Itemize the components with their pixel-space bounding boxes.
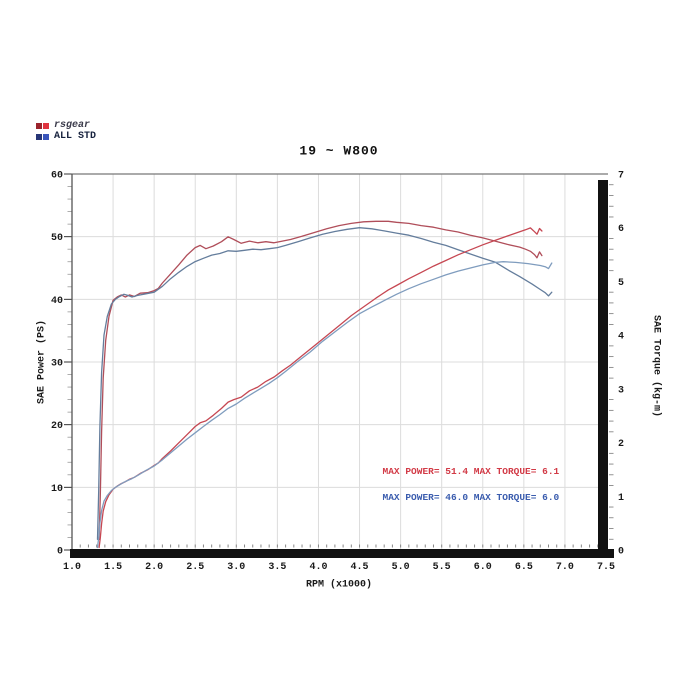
- svg-text:5.5: 5.5: [433, 562, 451, 573]
- series-std-power: [96, 261, 553, 549]
- svg-text:60: 60: [51, 171, 63, 182]
- legend: rsgear ALL STD: [36, 120, 96, 142]
- gridlines: [72, 174, 606, 550]
- svg-text:2: 2: [618, 439, 624, 450]
- svg-text:10: 10: [51, 484, 63, 495]
- svg-text:3: 3: [618, 385, 624, 396]
- all-std-swatch-bright: [43, 133, 49, 140]
- tick-labels: 0 10 20 30 40 50 60 0 1 2 3 4 5 6 7 1.0 1.5 2.0 2.5 3.0 3.5 4…: [51, 171, 624, 574]
- svg-text:7.5: 7.5: [597, 562, 615, 573]
- legend-label-rsgear: rsgear: [54, 119, 91, 131]
- rsgear-swatch-bright: [43, 122, 49, 129]
- svg-text:7: 7: [618, 171, 624, 182]
- svg-text:1: 1: [618, 493, 624, 504]
- series-std-torque: [96, 227, 553, 540]
- rsgear-swatch-dark: [36, 122, 42, 129]
- svg-text:6: 6: [618, 224, 624, 235]
- legend-item-all-std: ALL STD: [36, 131, 96, 142]
- svg-text:20: 20: [51, 421, 63, 432]
- svg-text:2.5: 2.5: [186, 562, 204, 573]
- svg-text:6.5: 6.5: [515, 562, 533, 573]
- y-axis-right-title: SAE Torque (kg-m): [650, 314, 662, 418]
- svg-text:1.0: 1.0: [63, 562, 81, 573]
- svg-text:2.0: 2.0: [145, 562, 163, 573]
- legend-label-all-std: ALL STD: [54, 130, 97, 142]
- legend-item-rsgear: rsgear: [36, 120, 96, 131]
- svg-text:0: 0: [57, 547, 63, 558]
- svg-text:30: 30: [51, 359, 63, 370]
- svg-text:6.0: 6.0: [474, 562, 492, 573]
- svg-text:3.5: 3.5: [268, 562, 286, 573]
- svg-text:4: 4: [618, 332, 624, 343]
- all-std-swatch-dark: [36, 133, 42, 140]
- x-axis-title: RPM (x1000): [305, 579, 373, 591]
- svg-text:MAX POWER= 51.4 MAX TORQUE=: MAX POWER= 51.4 MAX TORQUE= 6.1: [383, 466, 560, 477]
- svg-text:4.5: 4.5: [351, 562, 369, 573]
- svg-text:7.0: 7.0: [556, 562, 574, 573]
- svg-text:4.0: 4.0: [309, 562, 327, 573]
- minor-ticks: [64, 173, 614, 551]
- svg-text:3.0: 3.0: [227, 562, 245, 573]
- chart-title: 19 ~ W800: [299, 143, 379, 159]
- svg-text:40: 40: [51, 296, 63, 307]
- max-value-annotations: MAX POWER= 51.4 MAX TORQUE= 6.1 MAX POWER…: [383, 466, 560, 503]
- plot-frame: [70, 173, 614, 558]
- svg-text:0: 0: [618, 547, 624, 558]
- svg-text:50: 50: [51, 233, 63, 244]
- svg-text:MAX POWER= 46.0 MAX TORQUE=: MAX POWER= 46.0 MAX TORQUE= 6.0: [383, 492, 560, 503]
- y-axis-left-title: SAE Power (PS): [36, 319, 48, 405]
- svg-text:5: 5: [618, 278, 624, 289]
- svg-text:5.0: 5.0: [392, 562, 410, 573]
- svg-text:1.5: 1.5: [104, 562, 122, 573]
